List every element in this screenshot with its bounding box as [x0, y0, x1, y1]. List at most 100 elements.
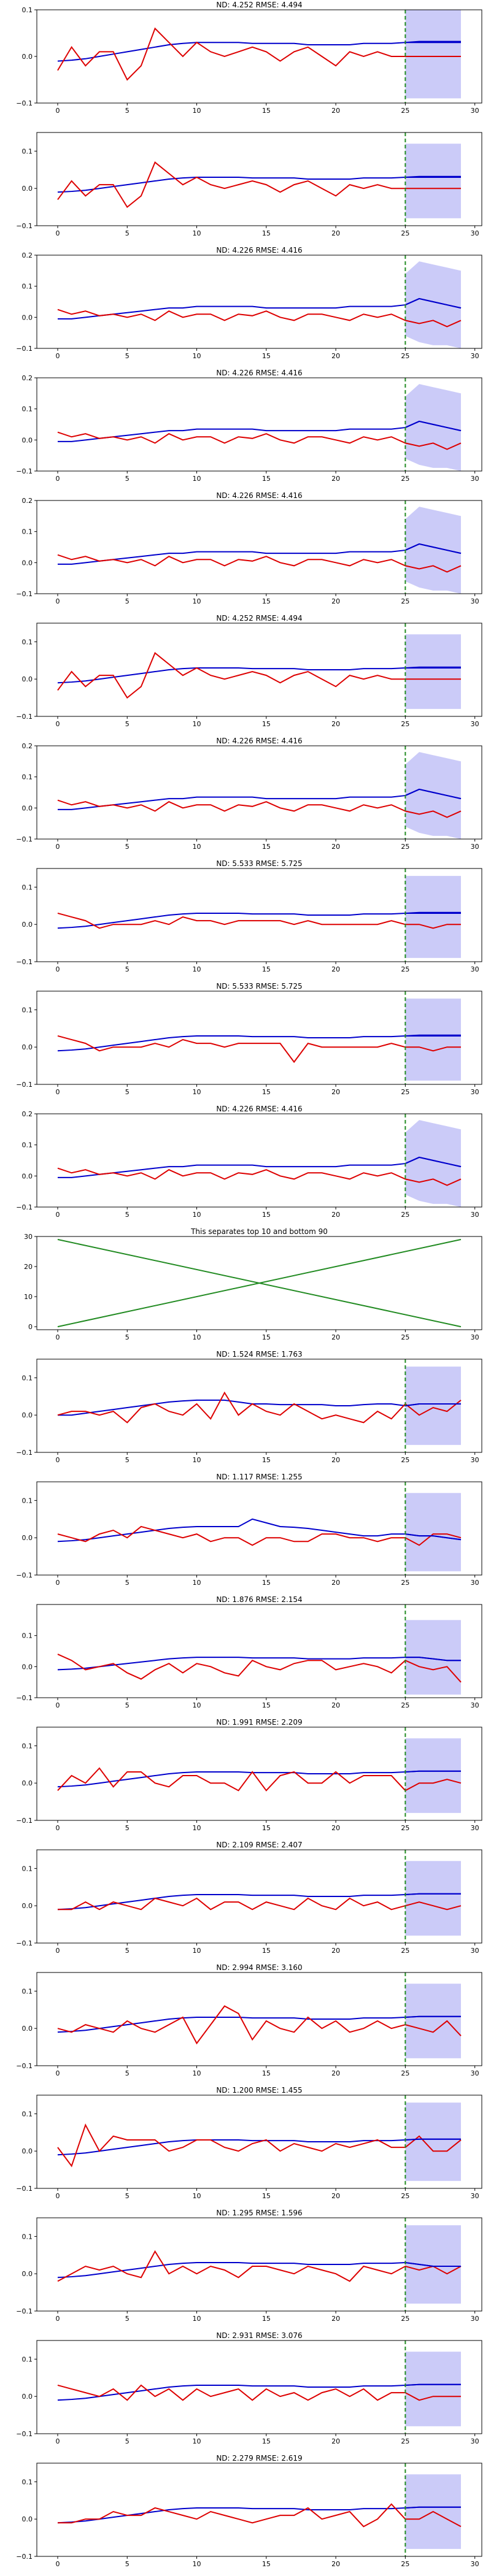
- x-tick-label: 30: [471, 352, 479, 360]
- series-line-red: [57, 2503, 462, 2528]
- x-tick-label: 10: [193, 107, 201, 115]
- series-line-red: [57, 1897, 462, 1911]
- x-tick-label: 0: [55, 2069, 60, 2077]
- x-tick-label: 0: [55, 1211, 60, 1219]
- series-line-red: [57, 1525, 462, 1546]
- plot-frame: [36, 1727, 482, 1821]
- x-tick-label: 15: [262, 965, 271, 973]
- forecast-line: [405, 2261, 462, 2267]
- x-tick-label: 10: [193, 1701, 201, 1709]
- y-tick-label: 0.1: [22, 2110, 33, 2118]
- prediction-band: [405, 876, 462, 958]
- y-tick-label: 0.1: [22, 883, 33, 891]
- forecast-line: [404, 1156, 462, 1168]
- plot-frame: [36, 500, 482, 594]
- x-tick-label: 5: [125, 1579, 130, 1587]
- y-tick-label: 0.1: [22, 283, 33, 291]
- x-tick-label: 10: [193, 1579, 201, 1587]
- series-line-blue: [57, 1399, 462, 1416]
- x-tick-label: 15: [262, 2315, 271, 2323]
- chart-panel: ND: 1.876 RMSE: 2.154 0 5 10 15 20 25 30 −0.1 0.0…: [16, 1595, 482, 1709]
- x-tick-label: 0: [55, 2560, 60, 2568]
- series-line-red: [57, 1238, 462, 1328]
- prediction-band: [405, 144, 462, 218]
- y-tick-label: −0.1: [16, 467, 33, 475]
- chart-panel: ND: 1.117 RMSE: 1.255 0 5 10 15 20 25 30 −0.1 0.0…: [16, 1473, 482, 1587]
- x-tick-label: 10: [193, 2192, 201, 2200]
- y-tick-label: −0.1: [16, 2307, 33, 2315]
- y-tick-label: −0.1: [16, 2185, 33, 2193]
- y-tick-label: 0.1: [22, 528, 33, 536]
- series-line-blue: [57, 2383, 462, 2401]
- x-tick-label: 25: [401, 2437, 409, 2445]
- y-tick-label: −0.1: [16, 222, 33, 230]
- y-tick-label: 0.0: [22, 2147, 33, 2155]
- plot-frame: [36, 2463, 482, 2557]
- x-tick-label: 30: [471, 229, 479, 237]
- x-tick-label: 15: [262, 1333, 271, 1341]
- x-tick-label: 0: [55, 229, 60, 237]
- x-tick-label: 20: [331, 2192, 340, 2200]
- forecast-line: [405, 2138, 462, 2141]
- series-line-blue: [57, 1518, 462, 1543]
- plot-frame: [36, 2340, 482, 2434]
- x-tick-label: 25: [401, 1701, 409, 1709]
- y-tick-label: −0.1: [16, 1203, 33, 1211]
- y-tick-label: 0.1: [22, 405, 33, 413]
- x-tick-label: 30: [471, 965, 479, 973]
- series-line-red: [57, 652, 462, 699]
- x-tick-label: 10: [193, 2315, 201, 2323]
- x-tick-label: 5: [125, 1211, 130, 1219]
- x-tick-label: 25: [401, 2192, 409, 2200]
- y-tick-label: 0.1: [22, 1865, 33, 1873]
- x-tick-label: 10: [193, 1211, 201, 1219]
- y-tick-label: 0.0: [22, 53, 33, 61]
- x-tick-label: 15: [262, 229, 271, 237]
- forecast-line: [404, 420, 462, 432]
- series-line-red: [57, 431, 462, 450]
- x-tick-label: 15: [262, 475, 271, 483]
- y-tick-label: 0.0: [22, 436, 33, 444]
- y-tick-label: 0.0: [22, 2025, 33, 2033]
- prediction-band: [405, 1861, 462, 1936]
- forecast-line: [405, 1533, 462, 1541]
- prediction-band: [405, 2103, 462, 2181]
- plot-frame: [36, 1972, 482, 2066]
- chart-panel: ND: 5.533 RMSE: 5.725 0 5 10 15 20 25 30 −0.1 0.0…: [16, 859, 482, 973]
- x-tick-label: 10: [193, 1088, 201, 1096]
- y-tick-label: 0.2: [22, 742, 33, 750]
- chart-panel: ND: 4.252 RMSE: 4.494 0 5 10 15 20 25 30 −0.1 0.0…: [16, 1, 482, 115]
- prediction-band: [405, 507, 462, 594]
- x-tick-label: 10: [193, 1456, 201, 1464]
- y-tick-label: −0.1: [16, 1939, 33, 1947]
- x-tick-label: 15: [262, 352, 271, 360]
- prediction-band: [405, 2352, 462, 2426]
- x-tick-label: 5: [125, 965, 130, 973]
- x-tick-label: 10: [193, 352, 201, 360]
- forecast-line: [405, 1657, 462, 1662]
- x-tick-label: 15: [262, 843, 271, 851]
- y-tick-label: 0.1: [22, 1006, 33, 1014]
- y-tick-label: 0.0: [22, 1779, 33, 1787]
- series-line-blue: [57, 1657, 462, 1671]
- x-tick-label: 30: [471, 2315, 479, 2323]
- x-tick-label: 0: [55, 843, 60, 851]
- x-tick-label: 0: [55, 1701, 60, 1709]
- y-tick-label: −0.1: [16, 345, 33, 353]
- x-tick-label: 20: [331, 352, 340, 360]
- plot-frame: [36, 868, 482, 962]
- y-tick-label: 0.1: [22, 773, 33, 781]
- series-line-red: [57, 1167, 462, 1186]
- x-tick-label: 20: [331, 1947, 340, 1955]
- y-tick-label: 0.1: [22, 1141, 33, 1149]
- x-tick-label: 25: [401, 352, 409, 360]
- x-tick-label: 20: [331, 720, 340, 728]
- x-tick-label: 30: [471, 1088, 479, 1096]
- y-tick-label: 0.1: [22, 1632, 33, 1640]
- prediction-band: [405, 2225, 462, 2304]
- chart-panel: ND: 4.226 RMSE: 4.416 0 5 10 15 20 25 30 −0.1 0.0…: [16, 491, 482, 605]
- x-tick-label: 10: [193, 2437, 201, 2445]
- chart-title: ND: 4.226 RMSE: 4.416: [216, 369, 302, 377]
- x-tick-label: 20: [331, 1579, 340, 1587]
- x-tick-label: 5: [125, 1701, 130, 1709]
